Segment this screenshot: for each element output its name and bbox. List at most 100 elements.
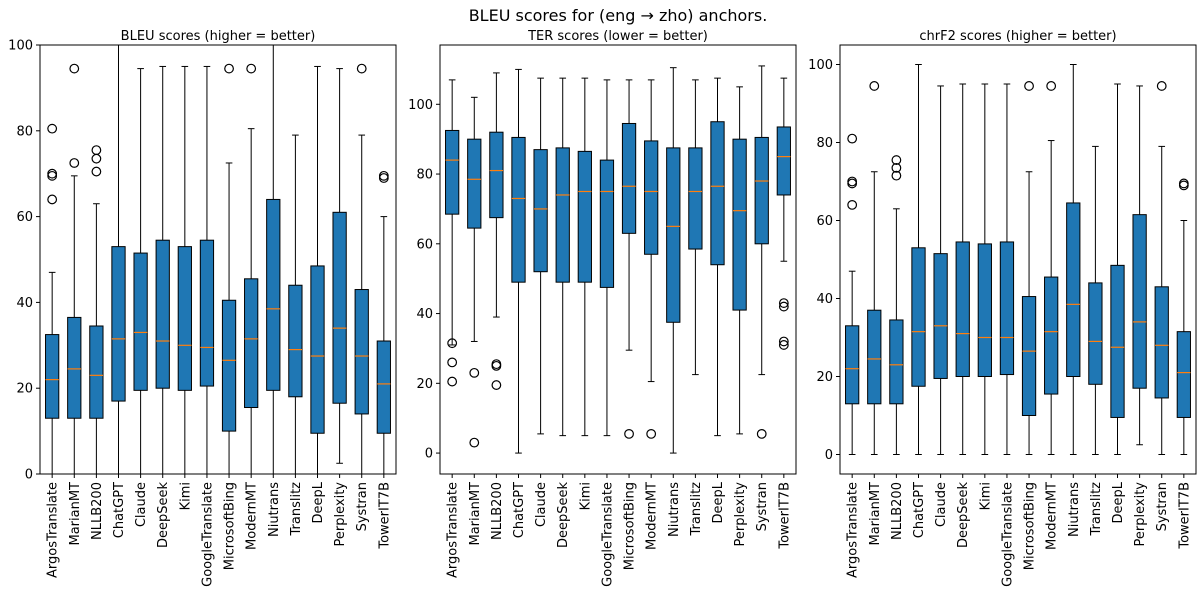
outlier-point: [69, 158, 80, 168]
outlier-point: [624, 428, 634, 439]
bleu-xtick-label: ChatGPT: [112, 482, 127, 538]
bleu-ytick-label: 20: [16, 382, 33, 397]
chrf2-panel-title: chrF2 scores (higher = better): [919, 29, 1116, 44]
bleu-box-NLLB200: [89, 145, 104, 475]
outlier-point: [1046, 81, 1057, 91]
outlier-point: [246, 63, 257, 74]
iqr-box: [288, 284, 303, 398]
outlier-point: [891, 170, 902, 181]
ter-ytick-label: 80: [416, 168, 433, 183]
bleu-box-DeepSeek: [155, 65, 170, 475]
outlier-point: [91, 153, 102, 164]
outlier-point: [224, 63, 234, 74]
bleu-xtick-label: TowerIT7B: [377, 482, 392, 550]
chrf2-xtick-label: MarianMT: [868, 482, 883, 546]
chrf2-box-Systran: [1154, 81, 1169, 455]
bleu-xtick-label: Systran: [355, 482, 370, 531]
chrf2-ytick-label: 20: [816, 370, 833, 385]
chrf2-box-Translitz: [1088, 145, 1103, 455]
bleu-xtick-label: GoogleTranslate: [200, 482, 215, 587]
bleu-box-Niutrans: [266, 44, 281, 475]
iqr-box: [666, 147, 681, 323]
iqr-box: [1044, 276, 1059, 395]
outlier-point: [469, 367, 480, 378]
chrf2-axes-frame: [839, 44, 1197, 475]
ter-xtick-label: ModernMT: [645, 482, 660, 550]
chrf2-xtick-label: DeepSeek: [956, 482, 971, 549]
iqr-box: [111, 246, 126, 402]
ter-box-Kimi: [577, 77, 592, 437]
iqr-box: [1154, 286, 1169, 399]
chrf2-box-GoogleTranslate: [999, 83, 1015, 455]
bleu-panel-title: BLEU scores (higher = better): [121, 29, 316, 44]
outlier-point: [1178, 178, 1189, 189]
outlier-point: [778, 336, 789, 347]
ter-xtick-label: TowerIT7B: [777, 482, 792, 550]
ter-axes-frame: [439, 44, 797, 475]
iqr-box: [577, 150, 592, 283]
outlier-point: [447, 357, 458, 368]
chrf2-xtick-label: Claude: [934, 482, 949, 527]
iqr-box: [1176, 331, 1191, 418]
outlier-point: [847, 133, 858, 144]
chrf2-box-DeepL: [1110, 83, 1125, 455]
outlier-point: [891, 162, 902, 173]
ter-xtick-label: Systran: [755, 482, 770, 531]
chrf2-box-DeepSeek: [955, 83, 970, 455]
chrf2-plot-area: 0 20 40 60 80 100 ArgosTranslate MarianMT NLLB20…: [808, 44, 1197, 587]
iqr-box: [45, 334, 60, 419]
chrf2-xtick-label: NLLB200: [890, 482, 905, 540]
bleu-xtick-label: Niutrans: [267, 482, 282, 537]
outlier-point: [47, 168, 58, 179]
chrf2-box-Niutrans: [1066, 64, 1081, 455]
ter-xtick-label: GoogleTranslate: [600, 482, 615, 587]
chrf2-box-TowerIT7B: [1176, 178, 1191, 455]
ter-box-DeepL: [710, 77, 725, 437]
chrf2-ytick-label: 40: [816, 292, 833, 307]
iqr-box: [599, 159, 615, 288]
outlier-point: [1178, 180, 1189, 191]
outlier-point: [756, 428, 767, 439]
ter-box-Translitz: [688, 79, 703, 376]
bleu-xtick-label: MicrosoftBing: [223, 482, 238, 570]
outlier-point: [891, 155, 902, 165]
bleu-box-ArgosTranslate: [45, 123, 60, 475]
chrf2-box-ArgosTranslate: [845, 133, 860, 455]
bleu-box-GoogleTranslate: [199, 65, 215, 475]
iqr-box: [133, 252, 148, 391]
bleu-box-Systran: [354, 63, 369, 475]
bleu-xtick-label: MarianMT: [68, 482, 83, 546]
ter-ytick-label: 0: [425, 447, 433, 462]
iqr-box: [376, 340, 391, 434]
ter-xtick-label: DeepL: [711, 481, 726, 523]
ter-box-Systran: [754, 65, 769, 439]
outlier-point: [91, 166, 102, 177]
chrf2-box-NLLB200: [889, 155, 904, 455]
chrf2-xtick-label: ChatGPT: [912, 482, 927, 538]
ter-box-GoogleTranslate: [599, 79, 615, 437]
ter-panel-title: TER scores (lower = better): [527, 29, 708, 44]
iqr-box: [489, 131, 504, 219]
chrf2-xtick-label: MicrosoftBing: [1023, 482, 1038, 570]
ter-xtick-label: NLLB200: [490, 482, 505, 540]
bleu-xtick-label: NLLB200: [90, 482, 105, 540]
chrf2-ytick-label: 0: [825, 448, 833, 463]
ter-box-Perplexity: [732, 86, 747, 435]
iqr-box: [688, 147, 703, 250]
iqr-box: [754, 136, 769, 245]
iqr-box: [310, 265, 325, 434]
chrf2-box-Perplexity: [1132, 85, 1147, 446]
ter-box-MicrosoftBing: [621, 79, 637, 439]
ter-ytick-label: 100: [408, 98, 433, 113]
ter-xtick-label: Translitz: [689, 482, 704, 537]
iqr-box: [199, 239, 215, 387]
iqr-box: [1066, 202, 1081, 377]
iqr-box: [445, 129, 460, 215]
chrf2-ytick-label: 100: [808, 58, 833, 73]
ter-panel: TER scores (lower = better) 0 20 40 60 80 100…: [408, 29, 797, 587]
iqr-box: [845, 325, 860, 405]
chrf2-box-MarianMT: [867, 81, 882, 455]
iqr-box: [221, 299, 237, 432]
iqr-box: [1021, 296, 1037, 416]
iqr-box: [621, 122, 637, 234]
